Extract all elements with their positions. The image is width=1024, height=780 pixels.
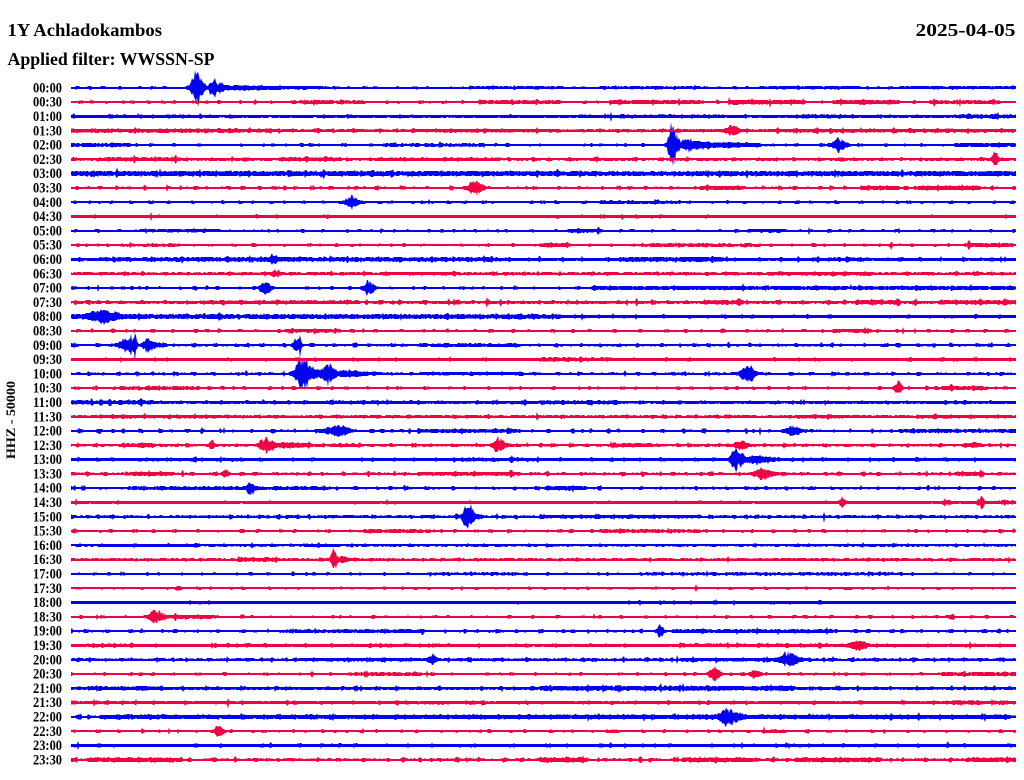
svg-text:19:00: 19:00	[33, 624, 62, 640]
svg-text:03:30: 03:30	[33, 181, 62, 197]
svg-text:05:00: 05:00	[33, 223, 62, 239]
svg-text:23:30: 23:30	[33, 752, 62, 768]
svg-text:18:00: 18:00	[33, 595, 62, 611]
svg-text:07:00: 07:00	[33, 281, 62, 297]
svg-text:09:00: 09:00	[33, 338, 62, 354]
svg-text:17:30: 17:30	[33, 581, 62, 597]
svg-text:16:00: 16:00	[33, 538, 62, 554]
svg-text:02:30: 02:30	[33, 152, 62, 168]
svg-text:00:00: 00:00	[33, 80, 62, 96]
svg-text:23:00: 23:00	[33, 738, 62, 754]
svg-text:08:00: 08:00	[33, 309, 62, 325]
svg-text:10:30: 10:30	[33, 381, 62, 397]
svg-text:15:00: 15:00	[33, 509, 62, 525]
svg-text:21:00: 21:00	[33, 681, 62, 697]
svg-text:04:30: 04:30	[33, 209, 62, 225]
svg-text:01:00: 01:00	[33, 109, 62, 125]
svg-text:01:30: 01:30	[33, 123, 62, 139]
svg-text:21:30: 21:30	[33, 695, 62, 711]
svg-text:19:30: 19:30	[33, 638, 62, 654]
svg-text:14:30: 14:30	[33, 495, 62, 511]
svg-text:20:30: 20:30	[33, 667, 62, 683]
svg-text:1Y Achladokambos: 1Y Achladokambos	[8, 20, 163, 40]
svg-text:13:00: 13:00	[33, 452, 62, 468]
svg-text:07:30: 07:30	[33, 295, 62, 311]
svg-text:18:30: 18:30	[33, 609, 62, 625]
svg-text:14:00: 14:00	[33, 481, 62, 497]
svg-text:02:00: 02:00	[33, 138, 62, 154]
svg-text:00:30: 00:30	[33, 95, 62, 111]
svg-text:HHZ - 50000: HHZ - 50000	[3, 381, 18, 459]
svg-text:03:00: 03:00	[33, 166, 62, 182]
svg-text:11:00: 11:00	[33, 395, 62, 411]
svg-text:11:30: 11:30	[33, 409, 62, 425]
svg-text:22:00: 22:00	[33, 710, 62, 726]
svg-text:05:30: 05:30	[33, 238, 62, 254]
svg-text:04:00: 04:00	[33, 195, 62, 211]
svg-text:06:30: 06:30	[33, 266, 62, 282]
svg-text:17:00: 17:00	[33, 567, 62, 583]
svg-text:13:30: 13:30	[33, 466, 62, 482]
svg-text:06:00: 06:00	[33, 252, 62, 268]
svg-text:12:00: 12:00	[33, 424, 62, 440]
svg-text:08:30: 08:30	[33, 324, 62, 340]
svg-text:12:30: 12:30	[33, 438, 62, 454]
svg-text:22:30: 22:30	[33, 724, 62, 740]
svg-text:10:00: 10:00	[33, 366, 62, 382]
svg-text:09:30: 09:30	[33, 352, 62, 368]
svg-text:15:30: 15:30	[33, 524, 62, 540]
svg-text:2025-04-05: 2025-04-05	[916, 20, 1016, 40]
svg-text:20:00: 20:00	[33, 652, 62, 668]
svg-text:Applied filter: WWSSN-SP: Applied filter: WWSSN-SP	[8, 49, 215, 69]
svg-text:16:30: 16:30	[33, 552, 62, 568]
